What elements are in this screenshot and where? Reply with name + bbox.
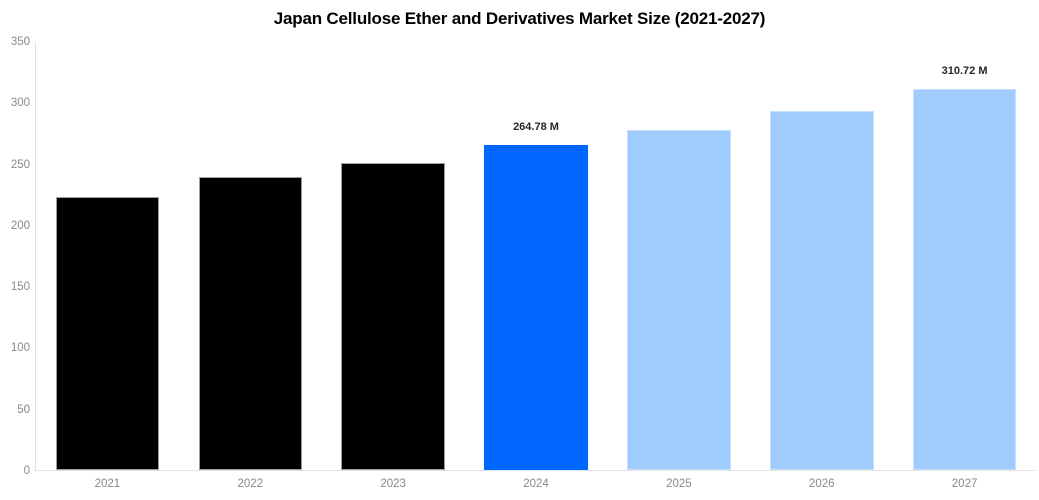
x-tick-label-2027: 2027 [951,478,978,490]
x-tick-label-2024: 2024 [523,478,549,490]
y-tick-label-0: 0 [23,465,30,477]
bar-slot-2026: 2026 [750,42,893,490]
y-tick-label-50: 50 [17,403,30,416]
bar-value-label-2024: 264.78 M [513,121,559,134]
y-tick-label-350: 350 [10,36,30,48]
y-tick-label-100: 100 [10,342,30,355]
bar-slot-2024: 264.78 M 2024 [465,42,608,490]
x-tick-label-2023: 2023 [380,478,406,490]
bar-slot-2021: 2021 [36,42,179,490]
bar-slot-2023: 2023 [322,42,465,490]
y-tick-label-300: 300 [10,97,30,110]
bar-value-label-2027: 310.72 M [941,65,988,78]
bar-2021 [55,196,160,470]
x-tick-label-2025: 2025 [666,478,692,490]
x-tick-label-2022: 2022 [237,478,264,490]
y-axis: 0 50 100 150 200 250 300 350 [0,36,30,477]
bar-2025 [627,129,731,470]
bar-2024 [484,145,588,470]
bar-slot-2025: 2025 [607,42,750,490]
bar-2023 [341,162,445,470]
bar-2027 [912,89,1017,470]
bar-series: 2021 2022 2023 264.78 M 2024 2025 2026 310.72 M… [36,42,1036,490]
x-tick-label-2021: 2021 [94,478,121,490]
bar-slot-2022: 2022 [179,42,322,490]
bar-slot-2027: 310.72 M 2027 [893,42,1036,490]
chart-title: Japan Cellulose Ether and Derivatives Ma… [273,9,766,28]
x-tick-label-2026: 2026 [808,478,835,490]
y-tick-label-200: 200 [10,219,30,232]
y-tick-label-250: 250 [10,158,30,171]
bar-2026 [769,110,874,470]
y-tick-label-150: 150 [10,281,30,294]
plot-area: 2021 2022 2023 264.78 M 2024 2025 2026 310.72 M… [35,42,1036,490]
bar-2022 [198,177,303,470]
